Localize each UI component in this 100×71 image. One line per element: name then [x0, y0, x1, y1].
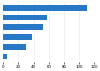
- Bar: [3, 44, 26, 50]
- Bar: [3, 34, 32, 40]
- Bar: [3, 54, 7, 59]
- Bar: [3, 24, 43, 30]
- Bar: [3, 5, 87, 11]
- Bar: [3, 15, 47, 20]
